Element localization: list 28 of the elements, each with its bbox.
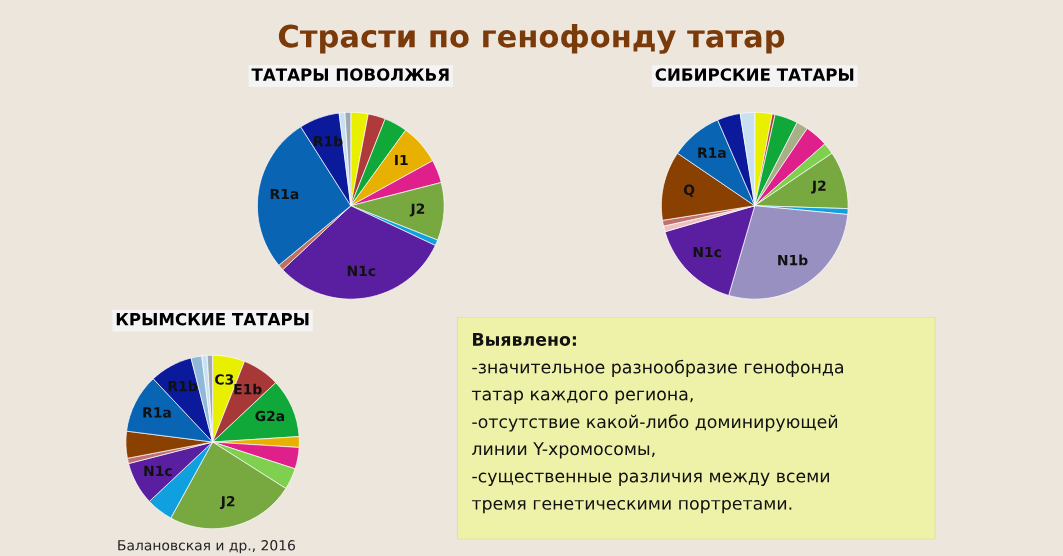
slice-label: J2 xyxy=(219,496,235,510)
slice-label: C3 xyxy=(215,374,234,385)
slice-label: I1 xyxy=(395,154,408,166)
slice-label: J2 xyxy=(409,203,425,217)
slice-label: R1a xyxy=(143,407,171,418)
text: тремя генетическими портретами. xyxy=(471,499,792,514)
slice-label: N1c xyxy=(347,265,376,277)
slice-label: R1b xyxy=(168,380,198,392)
text: -значительное разнообразие генофонда xyxy=(472,359,843,377)
chart-title: КРЫМСКИЕ ТАТАРЫ xyxy=(116,312,309,326)
slice-label: J2 xyxy=(811,180,826,194)
slice-label: N1b xyxy=(778,254,808,266)
slice-label: N1c xyxy=(144,465,172,477)
chart-title: СИБИРСКИЕ ТАТАРЫ xyxy=(655,68,854,81)
text: татар каждого региона, xyxy=(471,390,693,404)
slice-label: R1a xyxy=(698,147,726,158)
text: Выявлено: xyxy=(473,333,576,346)
slice-label: E1b xyxy=(234,383,262,395)
slice-label: Q xyxy=(683,184,695,197)
chart-title: ТАТАРЫ ПОВОЛЖЬЯ xyxy=(251,68,449,81)
slice-label: G2a xyxy=(255,410,285,422)
text: линии Y-хромосомы, xyxy=(472,442,655,459)
text: -отсутствие какой-либо доминирующей xyxy=(472,414,838,432)
slice-label: N1c xyxy=(693,246,722,258)
slice-label: R1a xyxy=(270,188,299,200)
text: -существенные различия между всеми xyxy=(472,472,829,486)
text: Страсти по генофонду татар xyxy=(278,24,785,54)
text: Балановская и др., 2016 xyxy=(118,540,295,554)
